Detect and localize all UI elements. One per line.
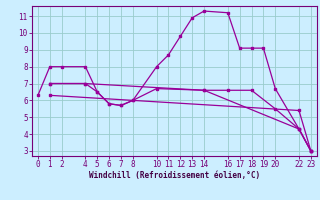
X-axis label: Windchill (Refroidissement éolien,°C): Windchill (Refroidissement éolien,°C) <box>89 171 260 180</box>
